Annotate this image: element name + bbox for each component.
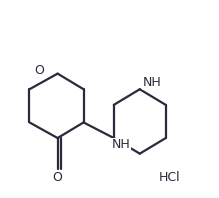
Text: O: O: [53, 171, 63, 184]
Text: NH: NH: [112, 138, 131, 151]
Text: O: O: [34, 64, 44, 77]
Text: HCl: HCl: [159, 171, 181, 184]
Text: NH: NH: [142, 76, 161, 89]
